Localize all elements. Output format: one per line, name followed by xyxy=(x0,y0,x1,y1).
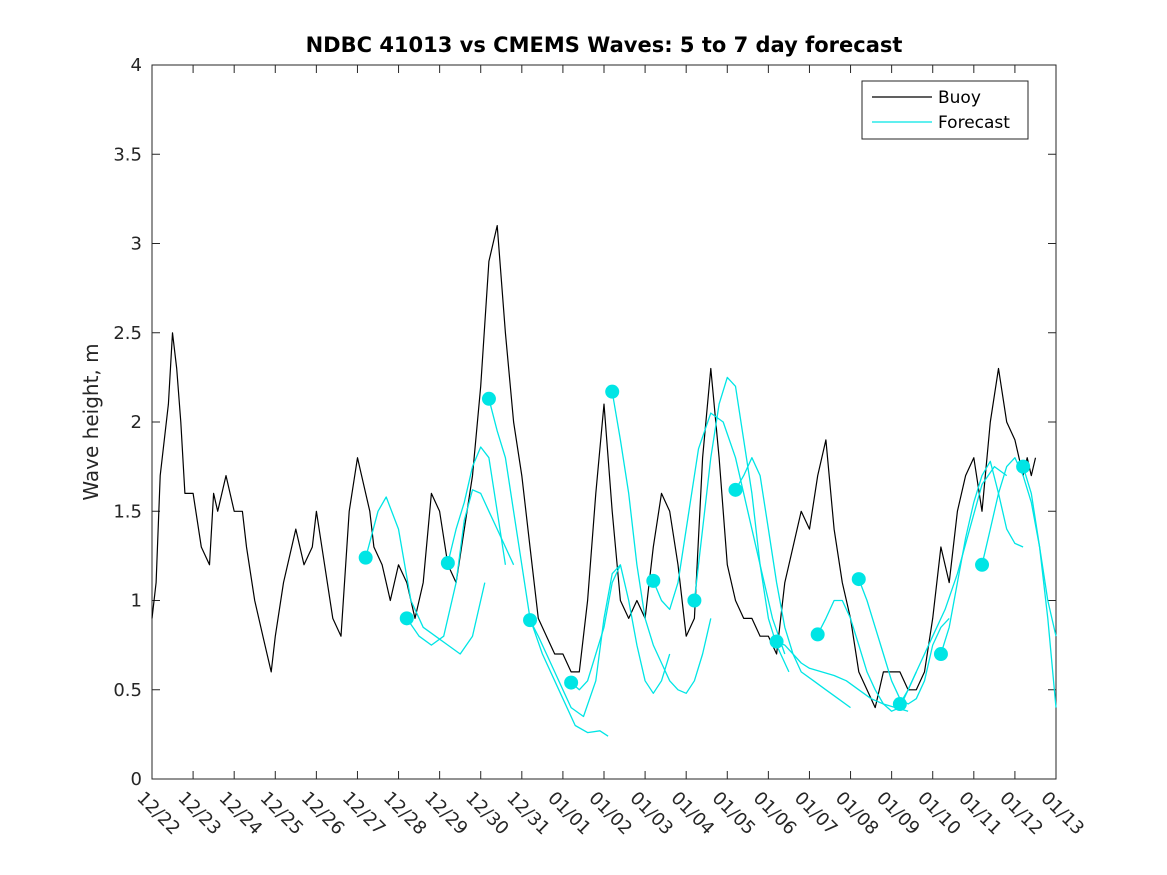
forecast-segment-line xyxy=(734,457,851,709)
y-tick-label: 2.5 xyxy=(113,323,142,344)
y-tick-label: 3.5 xyxy=(113,144,142,165)
forecast-marker xyxy=(975,557,990,572)
legend-label-forecast: Forecast xyxy=(938,113,1010,133)
forecast-segment-line xyxy=(940,460,1024,655)
forecast-marker xyxy=(810,627,825,642)
forecast-segment-line xyxy=(899,465,1008,705)
y-tick-label: 4 xyxy=(131,55,142,76)
forecast-marker xyxy=(687,593,702,608)
y-tick-label: 1 xyxy=(131,591,142,612)
forecast-marker xyxy=(1016,459,1031,474)
series-layer xyxy=(151,225,1057,737)
forecast-segment-line xyxy=(570,564,671,694)
forecast-marker xyxy=(605,384,620,399)
forecast-marker xyxy=(481,391,496,406)
forecast-marker xyxy=(728,482,743,497)
plot-area xyxy=(152,65,1056,779)
forecast-marker xyxy=(523,613,538,628)
legend-box xyxy=(861,80,1029,140)
forecast-marker xyxy=(564,675,579,690)
forecast-segment-line xyxy=(447,446,507,565)
forecast-segment-line xyxy=(365,496,486,655)
forecast-marker xyxy=(646,573,661,588)
forecast-marker xyxy=(399,611,414,626)
legend: Buoy Forecast xyxy=(861,80,1029,140)
forecast-segment-line xyxy=(529,564,621,718)
forecast-segment-line xyxy=(611,391,712,694)
y-axis-label: Wave height, m xyxy=(79,343,103,500)
y-tick-label: 0 xyxy=(131,769,142,790)
forecast-segment-line xyxy=(693,376,790,673)
forecast-marker xyxy=(933,647,948,662)
forecast-segment-line xyxy=(1022,466,1057,708)
forecast-marker xyxy=(851,572,866,587)
legend-label-buoy: Buoy xyxy=(938,88,981,108)
forecast-marker xyxy=(769,634,784,649)
y-tick-label: 3 xyxy=(131,234,142,255)
forecast-marker xyxy=(892,697,907,712)
forecast-marker xyxy=(358,550,373,565)
y-tick-label: 2 xyxy=(131,412,142,433)
forecast-segment-line xyxy=(488,398,609,737)
y-tick-label: 1.5 xyxy=(113,501,142,522)
y-tick-label: 0.5 xyxy=(113,680,142,701)
forecast-segment-line xyxy=(406,489,515,646)
forecast-marker xyxy=(440,556,455,571)
chart-title: NDBC 41013 vs CMEMS Waves: 5 to 7 day fo… xyxy=(306,33,903,57)
